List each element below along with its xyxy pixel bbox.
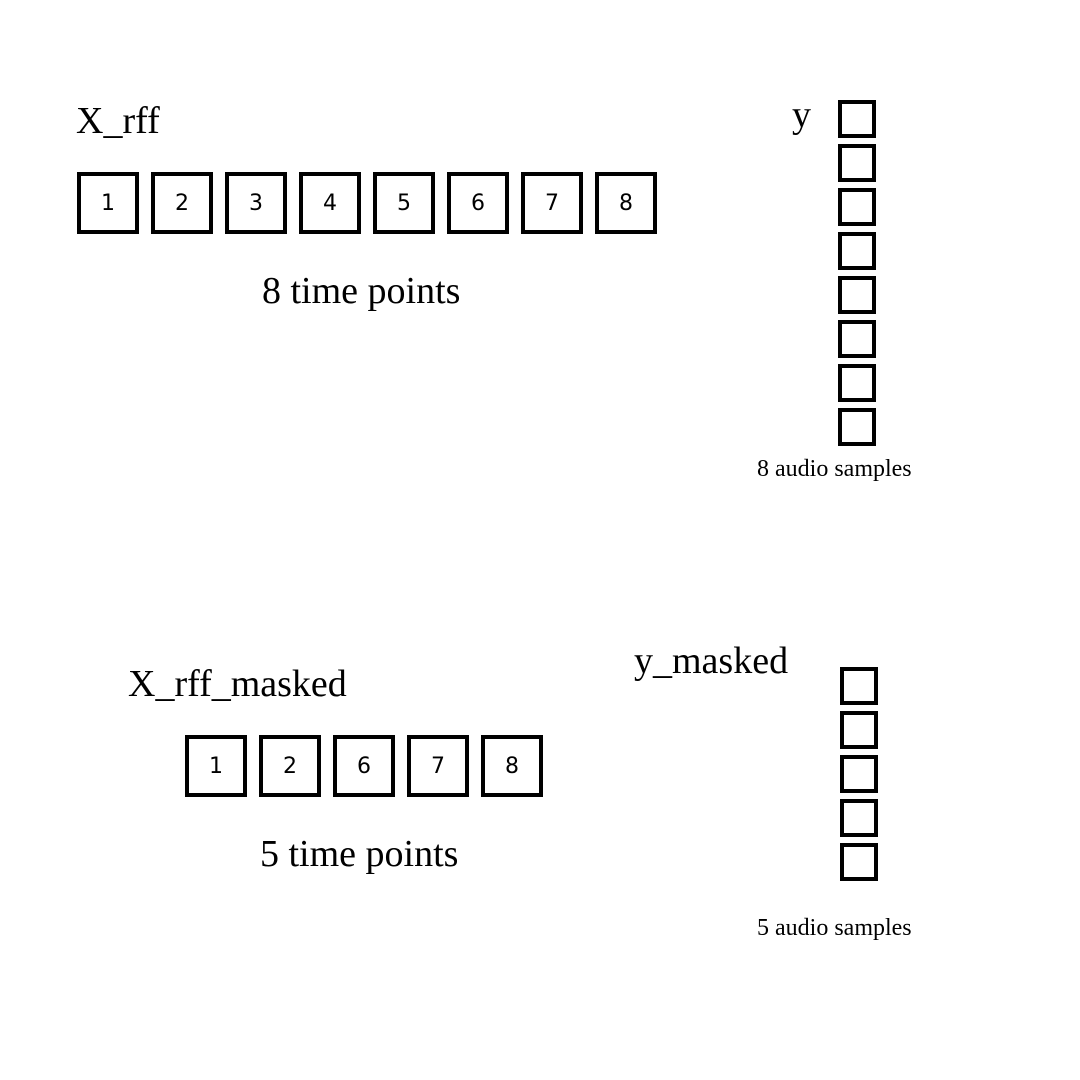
x-rff-cell-2: 2 [151, 172, 213, 234]
x-rff-cell-7: 7 [521, 172, 583, 234]
x-rff-cell-8: 8 [595, 172, 657, 234]
y-masked-sample-box [840, 711, 878, 749]
y-masked-caption: 5 audio samples [757, 915, 912, 941]
x-rff-cell-4: 4 [299, 172, 361, 234]
y-sample-box [838, 364, 876, 402]
y-masked-column [840, 667, 878, 881]
y-sample-box [838, 144, 876, 182]
y-sample-box [838, 100, 876, 138]
x-rff-masked-cell-2: 2 [259, 735, 321, 797]
x-rff-masked-caption: 5 time points [260, 833, 459, 875]
x-rff-masked-cell-6: 6 [333, 735, 395, 797]
x-rff-cell-6: 6 [447, 172, 509, 234]
x-rff-cell-3: 3 [225, 172, 287, 234]
y-sample-box [838, 188, 876, 226]
y-masked-sample-box [840, 799, 878, 837]
x-rff-masked-cell-7: 7 [407, 735, 469, 797]
y-column [838, 100, 876, 446]
y-label: y [792, 94, 811, 136]
y-caption: 8 audio samples [757, 456, 912, 482]
y-sample-box [838, 276, 876, 314]
y-sample-box [838, 408, 876, 446]
x-rff-masked-cell-1: 1 [185, 735, 247, 797]
y-sample-box [838, 232, 876, 270]
y-masked-sample-box [840, 755, 878, 793]
y-sample-box [838, 320, 876, 358]
y-masked-sample-box [840, 843, 878, 881]
x-rff-caption: 8 time points [262, 270, 461, 312]
x-rff-masked-cell-8: 8 [481, 735, 543, 797]
y-masked-label: y_masked [634, 640, 789, 682]
x-rff-cell-1: 1 [77, 172, 139, 234]
x-rff-cell-5: 5 [373, 172, 435, 234]
y-masked-sample-box [840, 667, 878, 705]
x-rff-label: X_rff [76, 100, 160, 142]
x-rff-masked-label: X_rff_masked [128, 663, 347, 705]
